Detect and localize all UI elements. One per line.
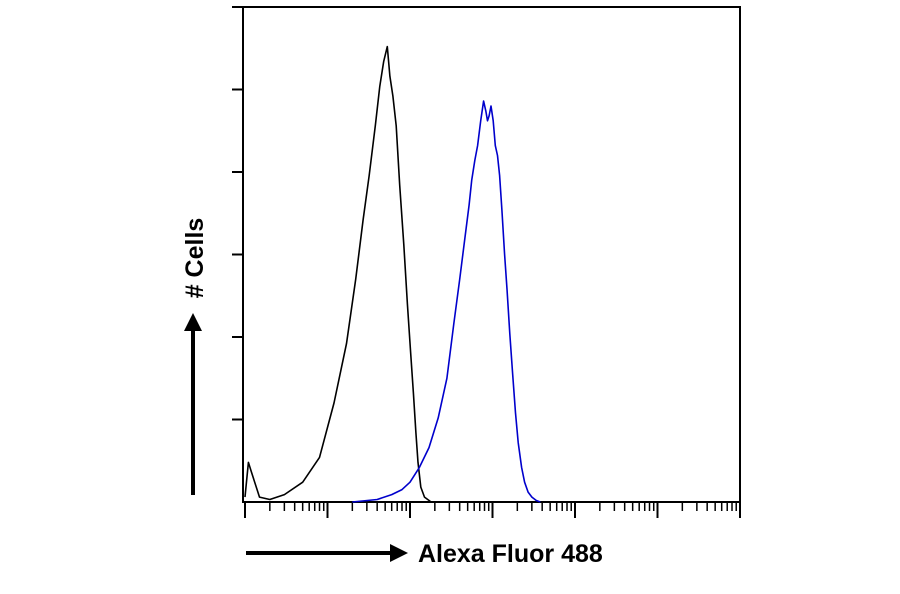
y-axis-arrow-head [184, 313, 202, 331]
x-axis-label: Alexa Fluor 488 [418, 540, 603, 568]
y-axis-label: # Cells [181, 218, 209, 299]
series-line-sample [352, 100, 541, 503]
series-line-control [244, 45, 432, 503]
histogram-series [244, 45, 541, 503]
x-axis-ticks [244, 502, 741, 518]
y-axis-ticks [232, 6, 243, 421]
x-axis-arrow-head [390, 544, 408, 562]
plot-frame [242, 6, 741, 503]
